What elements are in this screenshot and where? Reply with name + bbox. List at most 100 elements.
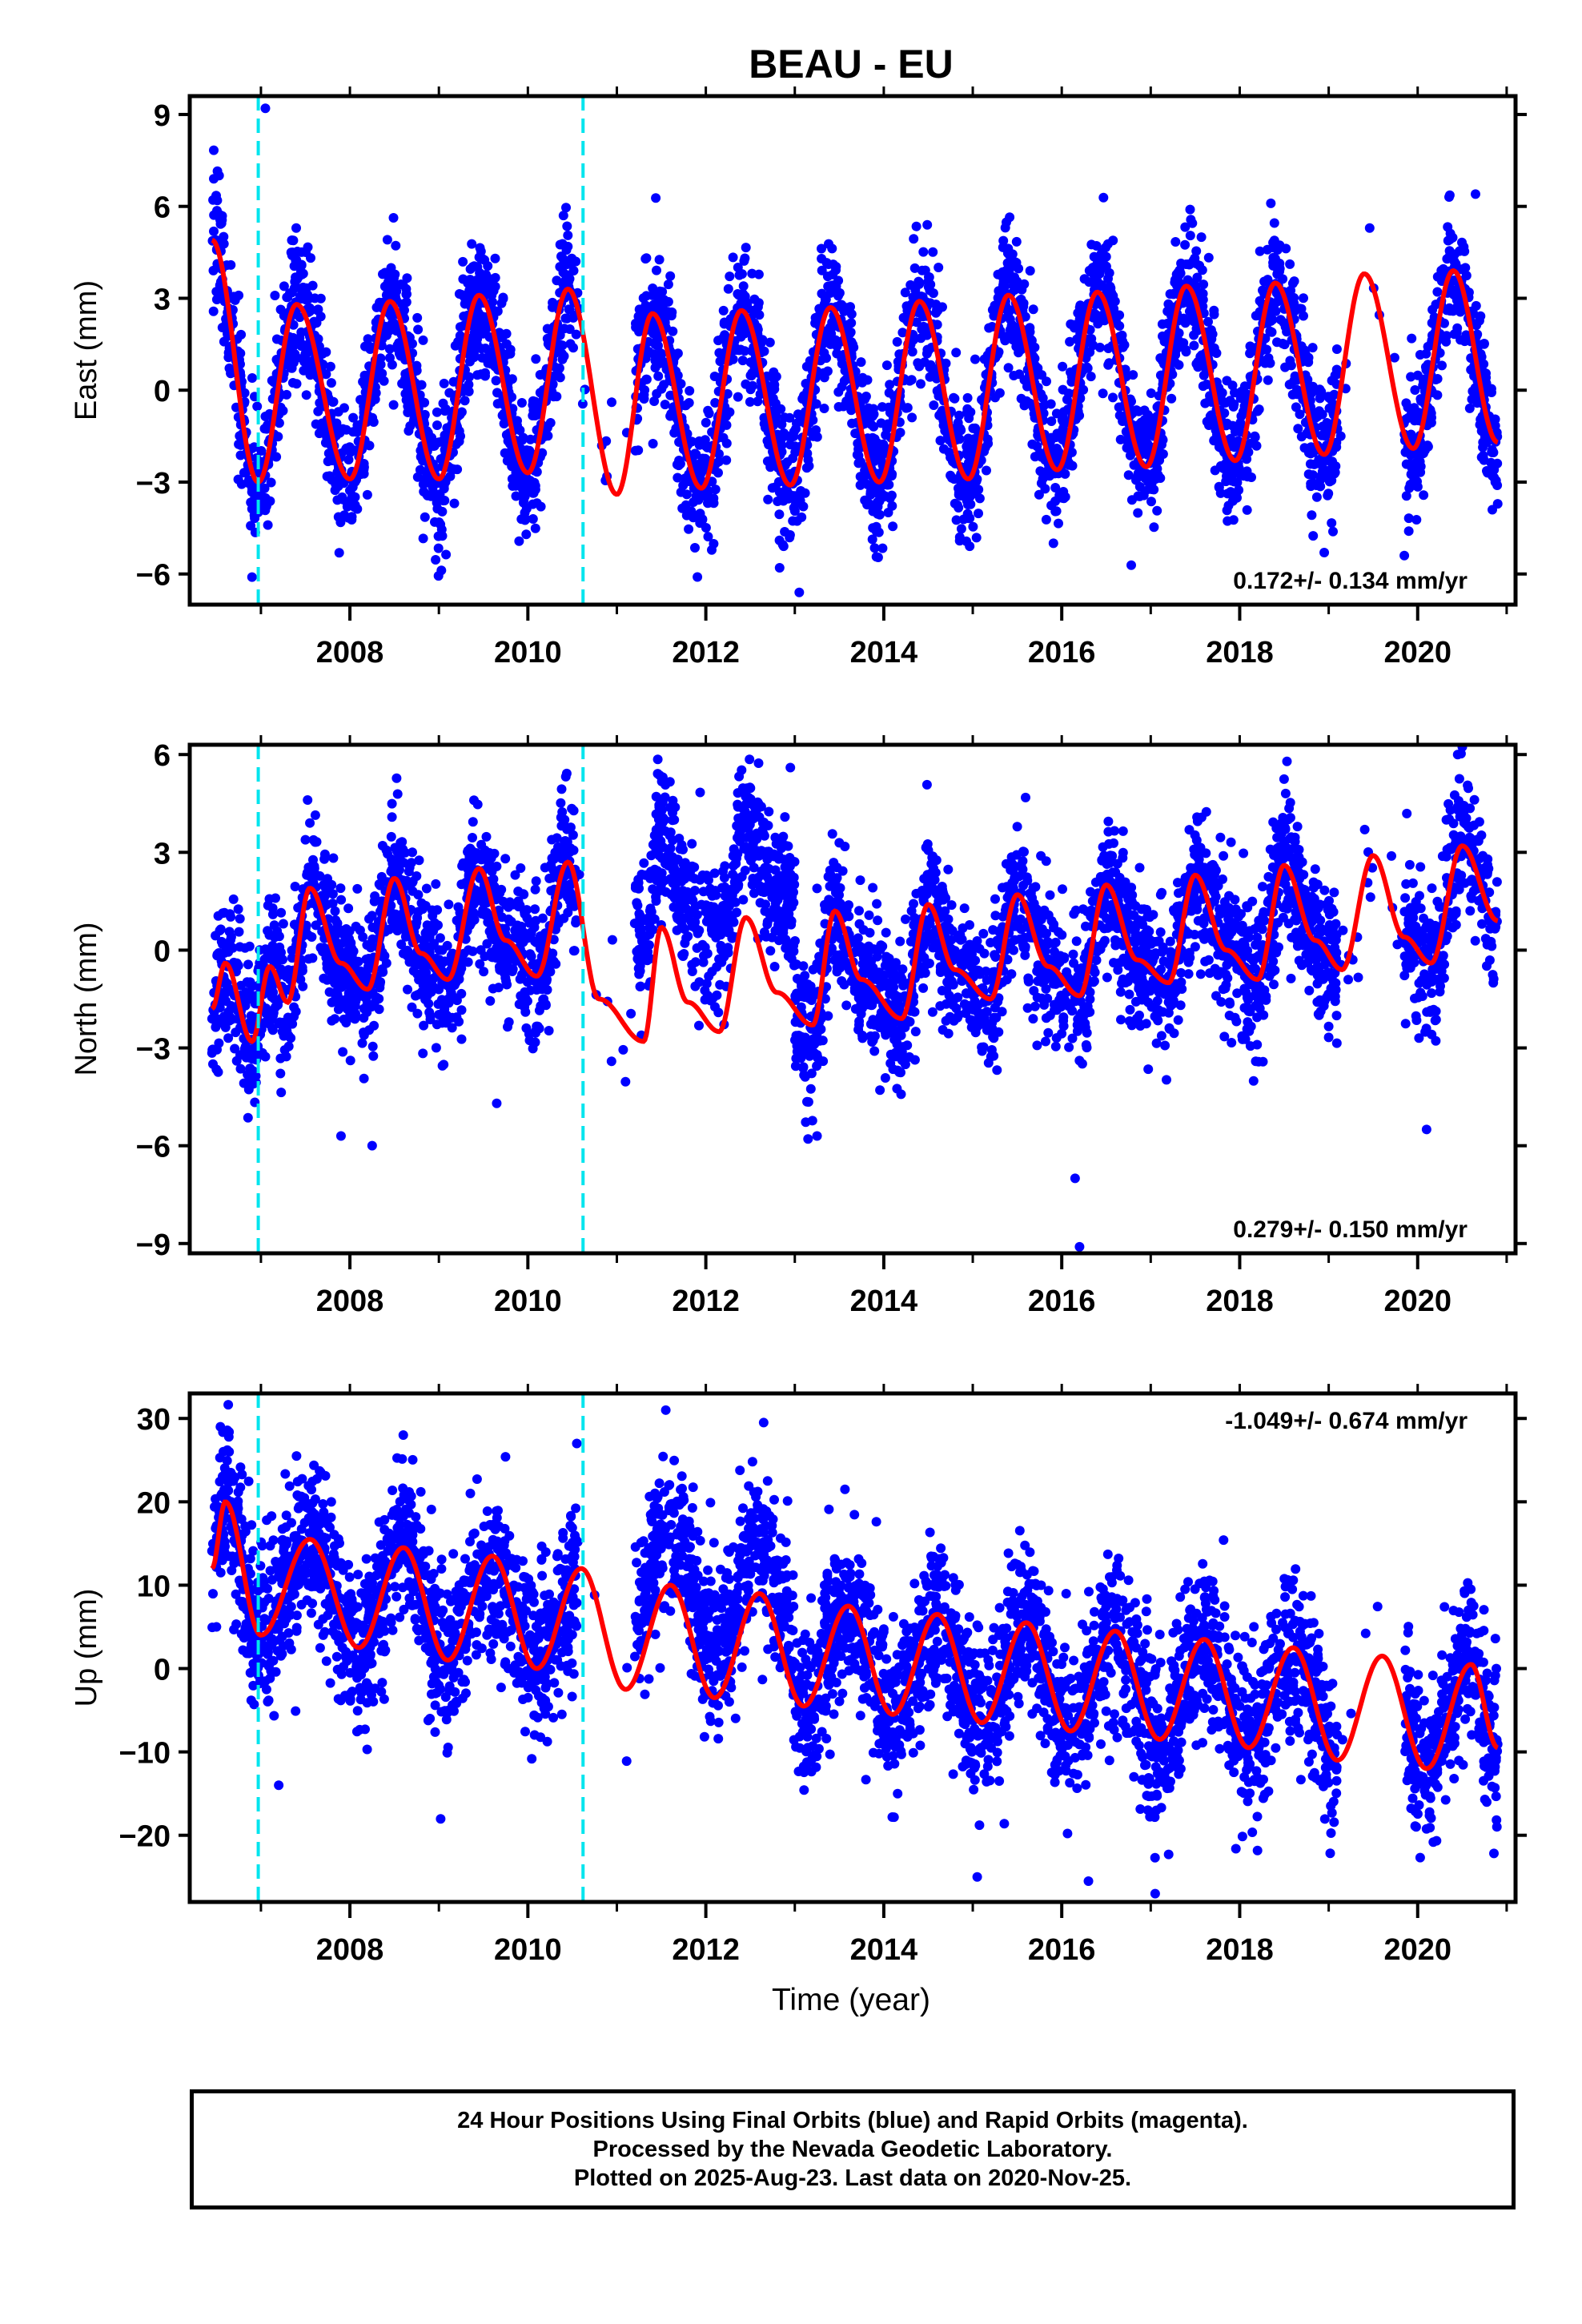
east-point — [1054, 518, 1063, 529]
east-point — [1209, 305, 1219, 316]
east-outlier-point — [1399, 550, 1410, 561]
east-point — [532, 498, 542, 509]
east-point — [334, 548, 344, 558]
east-point — [1307, 510, 1317, 521]
east-point — [1025, 266, 1035, 276]
east-point — [385, 352, 395, 363]
east-point — [288, 235, 299, 246]
east-point — [1058, 416, 1068, 427]
east-point — [524, 445, 535, 456]
east-point — [436, 454, 446, 464]
east-point — [1004, 267, 1014, 278]
east-point — [1460, 336, 1470, 347]
east-x-tick-label: 2014 — [850, 636, 918, 669]
east-point — [925, 372, 935, 382]
east-point — [656, 349, 667, 360]
east-point — [665, 271, 676, 281]
east-point — [491, 376, 501, 386]
east-point — [1033, 363, 1043, 373]
east-point — [641, 374, 652, 384]
east-point — [909, 335, 918, 345]
east-point — [516, 514, 527, 525]
east-point — [1226, 433, 1235, 444]
east-x-tick-label: 2008 — [316, 636, 384, 669]
east-point — [1291, 402, 1301, 412]
east-point — [355, 395, 366, 405]
east-point — [288, 341, 298, 352]
east-point — [279, 281, 289, 292]
east-point — [873, 509, 883, 519]
east-point — [1178, 338, 1189, 348]
east-point — [773, 497, 783, 506]
east-point — [1011, 236, 1022, 247]
east-point — [562, 313, 572, 324]
east-point — [341, 443, 351, 453]
east-point — [368, 417, 379, 427]
east-point — [1328, 526, 1338, 537]
east-point — [1180, 239, 1191, 250]
east-point — [434, 517, 444, 528]
east-point — [413, 324, 424, 335]
east-point — [1269, 218, 1279, 228]
east-point — [887, 501, 897, 511]
east-point — [246, 521, 256, 531]
east-point — [935, 436, 946, 446]
east-y-tick-label: 3 — [154, 283, 171, 316]
east-point — [556, 251, 566, 262]
east-point — [516, 398, 527, 408]
east-point — [874, 496, 885, 506]
east-point — [212, 206, 222, 216]
east-point — [235, 348, 246, 359]
east-point — [420, 512, 430, 522]
east-point — [822, 271, 833, 282]
east-point — [892, 336, 902, 347]
east-y-tick-label: −6 — [136, 559, 171, 593]
east-point — [1220, 459, 1231, 469]
east-point — [974, 509, 983, 519]
east-point — [922, 219, 933, 230]
east-point — [364, 440, 375, 451]
east-point — [928, 288, 938, 299]
east-point — [759, 346, 769, 356]
east-point — [476, 246, 486, 256]
east-point — [725, 271, 735, 282]
east-point — [1187, 218, 1198, 228]
east-point — [1104, 267, 1114, 278]
east-point — [812, 432, 822, 442]
east-point — [287, 363, 297, 373]
east-point — [1185, 231, 1195, 241]
east-point — [867, 411, 877, 421]
east-point — [929, 400, 939, 410]
east-point — [817, 265, 827, 275]
north-point — [943, 1028, 954, 1039]
east-point — [709, 493, 719, 504]
east-point — [916, 379, 926, 389]
east-point — [263, 520, 273, 530]
east-point — [869, 434, 880, 444]
east-point — [601, 436, 612, 446]
north-points — [207, 745, 1502, 1252]
east-point — [911, 317, 921, 328]
east-point — [649, 396, 660, 406]
east-point — [909, 263, 920, 273]
east-point — [488, 297, 497, 308]
north-point — [403, 984, 412, 995]
east-point — [347, 515, 357, 525]
east-point — [1476, 426, 1487, 436]
east-point — [234, 439, 244, 449]
north-point — [235, 914, 245, 924]
east-point — [970, 487, 980, 497]
east-point — [1444, 190, 1455, 200]
east-point — [441, 549, 452, 560]
east-point — [555, 262, 565, 272]
east-point — [1189, 340, 1199, 351]
east-point — [877, 543, 888, 553]
east-point — [862, 375, 873, 385]
east-point — [262, 424, 272, 434]
east-point — [703, 532, 713, 542]
east-point — [1199, 279, 1209, 290]
north-point — [243, 1112, 253, 1123]
east-point — [1091, 241, 1102, 251]
east-point — [993, 269, 1003, 279]
